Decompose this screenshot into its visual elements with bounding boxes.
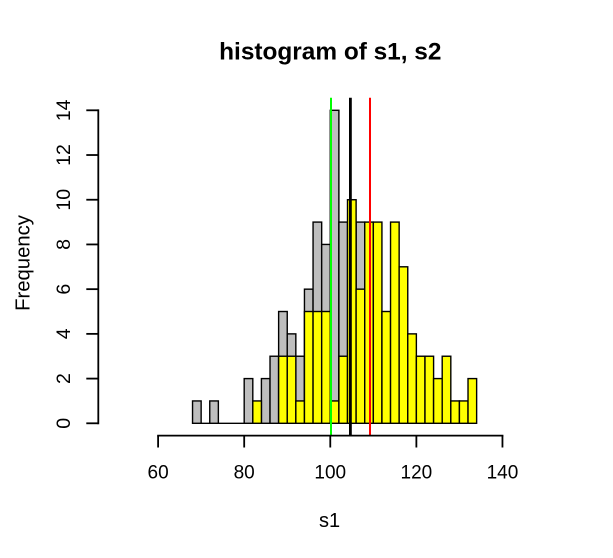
svg-text:12: 12 xyxy=(53,144,75,166)
svg-text:8: 8 xyxy=(53,239,75,250)
svg-text:120: 120 xyxy=(401,463,433,484)
svg-text:0: 0 xyxy=(53,418,75,429)
svg-text:4: 4 xyxy=(53,328,75,339)
svg-text:140: 140 xyxy=(487,463,519,484)
svg-text:60: 60 xyxy=(148,463,169,484)
svg-text:Frequency: Frequency xyxy=(13,214,35,311)
svg-text:80: 80 xyxy=(234,463,255,484)
svg-text:10: 10 xyxy=(53,189,75,211)
svg-text:histogram of s1, s2: histogram of s1, s2 xyxy=(219,39,441,66)
svg-text:6: 6 xyxy=(53,284,75,295)
svg-text:14: 14 xyxy=(53,99,75,121)
svg-text:100: 100 xyxy=(314,463,346,484)
svg-text:s1: s1 xyxy=(319,510,340,532)
svg-text:2: 2 xyxy=(53,373,75,384)
